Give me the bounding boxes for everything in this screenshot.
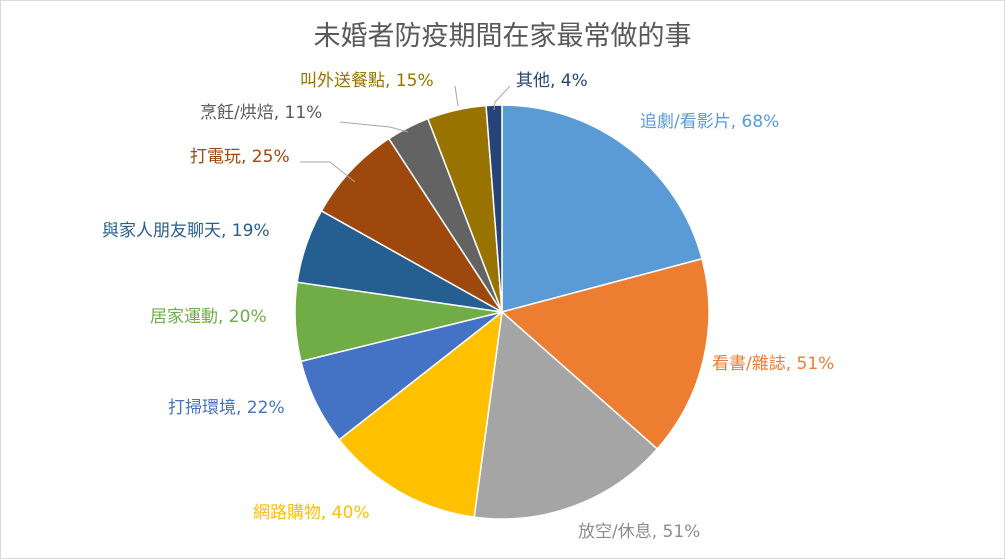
data-label-4: 網路購物, 40%	[253, 503, 370, 523]
leader-line-11	[493, 85, 511, 111]
data-label-5: 打掃環境, 22%	[168, 398, 285, 418]
data-label-8: 打電玩, 25%	[190, 147, 290, 167]
data-label-1: 追劇/看影片, 68%	[640, 112, 779, 132]
pie-slice-3	[473, 310, 659, 520]
leader-line-8	[300, 161, 356, 183]
leader-line-10	[454, 85, 459, 107]
data-label-9: 烹飪/烘焙, 11%	[200, 102, 322, 123]
data-label-7: 與家人朋友聊天, 19%	[102, 221, 270, 241]
pie-slice-11	[485, 104, 503, 313]
chart-title: 未婚者防疫期間在家最常做的事	[313, 21, 692, 52]
data-label-2: 看書/雜誌, 51%	[712, 354, 834, 374]
pie-slice-1	[501, 104, 703, 313]
data-label-3: 放空/休息, 51%	[578, 522, 700, 542]
pie-slice-2	[500, 257, 710, 450]
leader-line-9	[339, 121, 409, 133]
pie-slice-8	[320, 137, 503, 313]
pie-slice-4	[338, 310, 503, 518]
data-label-11: 其他, 4%	[516, 71, 588, 91]
data-label-10: 叫外送餐點, 15%	[300, 71, 434, 91]
data-label-6: 居家運動, 20%	[150, 307, 267, 327]
